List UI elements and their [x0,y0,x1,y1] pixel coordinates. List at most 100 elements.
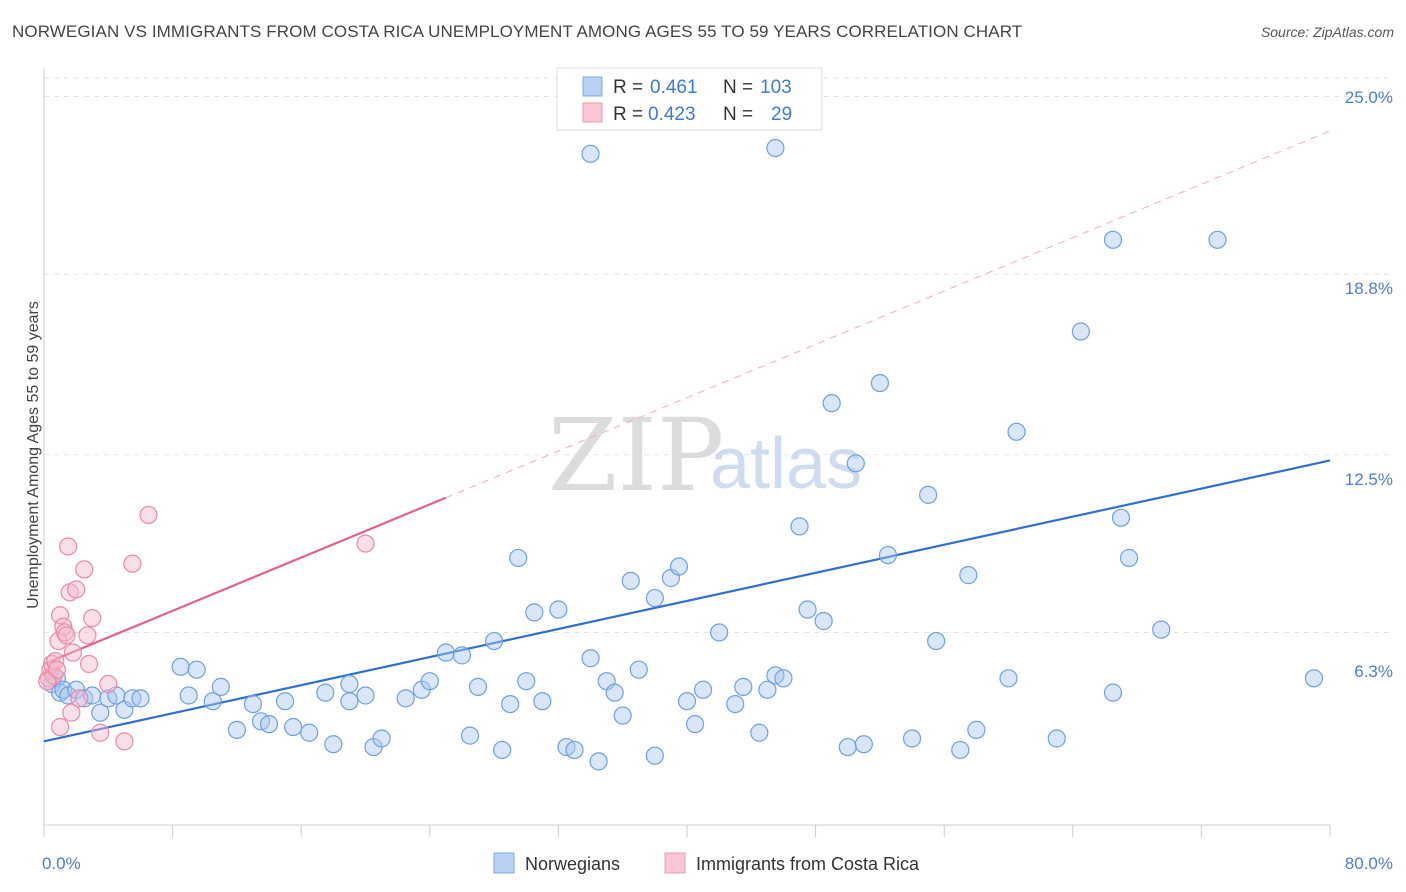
costa-rica-point [62,703,81,722]
norwegians-point [179,686,198,705]
norwegians-point [452,646,472,665]
norwegians-point [613,706,632,725]
legend-n-value: 29 [771,104,792,125]
norwegians-point [919,485,938,504]
norwegians-point [766,138,785,158]
legend-n-value: 103 [760,77,792,98]
norwegians-point [533,692,552,711]
legend-n-label: N = [723,104,753,125]
legend-swatch-pink [582,102,603,123]
norwegians-point [356,686,375,705]
norwegians-point [693,680,713,699]
norwegians-point [1208,230,1227,249]
grid-lines [44,77,1393,633]
norwegians-point [710,623,729,642]
norwegians-point [396,689,415,708]
norwegians-point [1103,683,1123,702]
norwegians-point [203,692,222,711]
watermark: ZIP atlas [548,397,862,514]
norwegians-point [581,144,600,163]
costa-rica-point [70,689,89,708]
norwegians-point [565,740,584,760]
norwegians-point [131,689,150,708]
costa-rica-point [91,723,110,742]
norwegians-point [372,729,391,748]
norwegians-point [243,694,263,714]
legend-r-label: R = [613,77,643,98]
costa-rica-point [59,537,78,556]
costa-rica-point [79,654,99,674]
series-legend: Norwegians Immigrants from Costa Rica [493,852,920,874]
axes [43,68,1331,837]
costa-rica-point [123,554,142,573]
stats-legend: R = 0.461 N = 103 R = 0.423 N = 29 [556,67,823,131]
norwegians-point [1152,620,1171,639]
costa-rica-point [42,654,62,674]
y-tick-label: 12.5% [1345,470,1393,489]
norwegians-point [581,649,600,668]
norwegians-point [1103,230,1123,249]
norwegians-point [685,715,705,734]
series-legend-label: Immigrants from Costa Rica [696,854,920,874]
series-legend-label: Norwegians [525,854,620,874]
norwegians-point [485,631,504,651]
costa-rica-point [38,672,57,691]
trend-lines [43,130,1331,743]
series-legend-swatch-pink [664,852,686,874]
norwegians-point [870,374,890,393]
norwegians-point [300,723,319,742]
norwegians-point [629,660,648,679]
norwegians-point [211,677,230,696]
costa-rica-point [50,606,70,625]
norwegians-point [1119,548,1139,568]
costa-rica-point [55,623,74,642]
norwegians-point [501,694,520,714]
legend-r-value: 0.423 [648,104,696,125]
norwegians-point [645,746,664,765]
norwegians-point [677,692,697,711]
norwegians-point [790,517,809,536]
norwegians-point [758,680,777,699]
norwegians-point [493,740,512,760]
costa-rica-point [75,560,94,579]
x-tick-label-min: 0.0% [42,854,81,873]
norwegians-point [468,677,488,696]
norwegians-point [967,720,986,739]
legend-r-value: 0.461 [650,77,698,98]
source-label: Source: ZipAtlas.com [1260,24,1394,40]
norwegians-point [227,720,246,739]
norwegians-point [822,394,841,413]
norwegians-point [1304,669,1324,688]
norwegians-point [927,631,946,651]
norwegians-point [324,735,343,754]
norwegians-points [42,138,1324,771]
norwegians-point [726,694,745,714]
norwegians-point [171,657,190,676]
costa-rica-point [67,580,86,599]
x-tick-label-max: 80.0% [1345,854,1393,873]
norwegians-point [959,566,978,585]
costa-rica-point [57,626,76,645]
norwegians-point [91,703,110,722]
costa-rica-point [139,505,158,525]
norwegians-trend-line [43,459,1331,743]
norwegians-point [340,674,359,694]
costa-rica-point [78,626,97,645]
norwegians-point [420,672,439,691]
norwegians-point [1071,322,1090,341]
norwegians-point [814,611,833,631]
norwegians-point [549,600,568,619]
norwegians-point [1111,508,1131,527]
norwegians-point [951,740,970,760]
legend-n-label: N = [723,77,753,98]
norwegians-point [774,669,793,688]
norwegians-point [605,683,624,702]
norwegians-point [589,752,608,771]
y-tick-label: 25.0% [1345,88,1393,107]
legend-swatch-blue [582,76,603,97]
norwegians-point [621,571,640,590]
norwegians-point [187,660,206,679]
norwegians-point [798,600,817,619]
y-tick-label: 6.3% [1354,662,1393,681]
norwegians-point [436,643,455,662]
